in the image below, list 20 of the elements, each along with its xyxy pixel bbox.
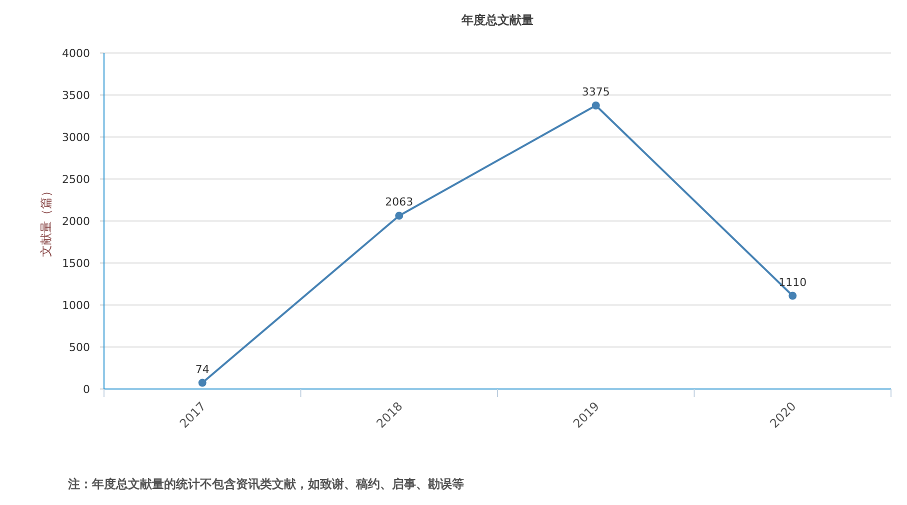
chart-title: 年度总文献量 [460, 13, 534, 27]
point [592, 102, 600, 110]
point [395, 212, 404, 220]
y-tick-label: 0 [83, 383, 90, 396]
y-tick-label: 2500 [62, 173, 90, 186]
data-label: 2063 [385, 196, 414, 209]
y-tick-label: 1000 [62, 299, 90, 312]
y-tick-label: 3500 [62, 89, 90, 102]
y-tick-label: 3000 [62, 131, 90, 144]
y-tick-label: 1500 [62, 257, 90, 270]
point [198, 378, 206, 387]
y-tick-label: 500 [69, 341, 90, 354]
y-tick-label: 2000 [62, 215, 90, 228]
y-axis-title: 文献量（篇） [39, 185, 53, 257]
point [788, 292, 797, 300]
y-tick-label: 4000 [62, 47, 90, 60]
data-label: 3375 [582, 86, 610, 98]
data-label: 74 [195, 362, 210, 376]
data-label: 1110 [778, 276, 807, 289]
text: 注：年度总文献量的统计不包含资讯类文献，如致谢、稿约、启事、勘误等 [67, 477, 464, 491]
